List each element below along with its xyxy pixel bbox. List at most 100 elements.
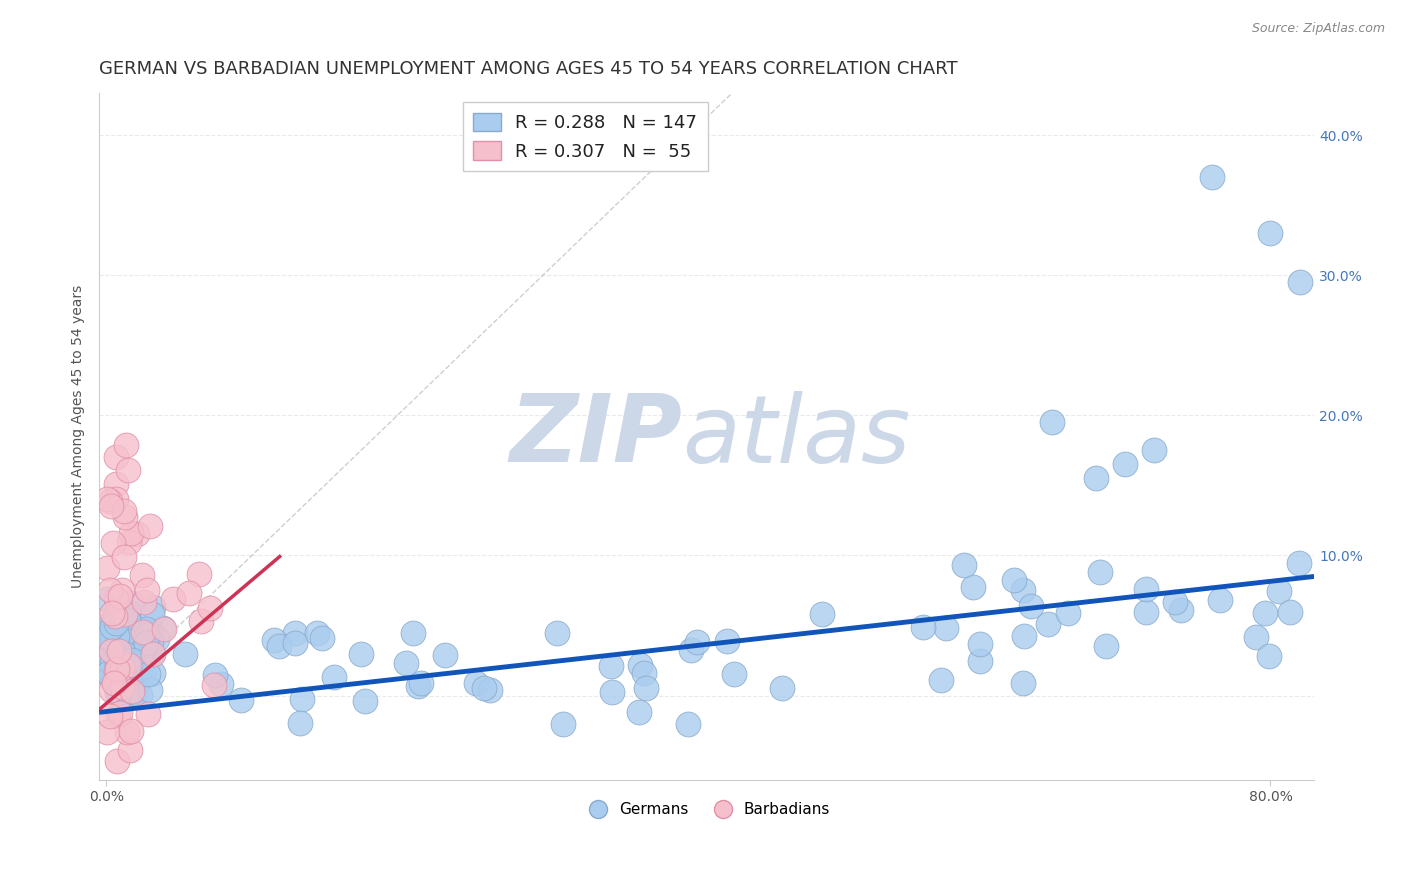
- Point: [121, 683, 143, 698]
- Point: [267, 639, 290, 653]
- Point: [633, 666, 655, 681]
- Point: [969, 637, 991, 651]
- Point: [104, 615, 127, 630]
- Point: [628, 705, 651, 719]
- Point: [132, 595, 155, 609]
- Point: [354, 694, 377, 708]
- Point: [311, 631, 333, 645]
- Point: [1209, 593, 1232, 607]
- Point: [1057, 606, 1080, 620]
- Point: [117, 653, 139, 667]
- Point: [127, 657, 149, 671]
- Point: [305, 626, 328, 640]
- Point: [101, 606, 124, 620]
- Point: [142, 647, 165, 661]
- Point: [96, 725, 118, 739]
- Point: [350, 647, 373, 661]
- Point: [100, 638, 122, 652]
- Point: [131, 649, 153, 664]
- Point: [108, 686, 131, 700]
- Point: [129, 663, 152, 677]
- Point: [1012, 676, 1035, 690]
- Point: [1011, 582, 1033, 597]
- Point: [929, 673, 952, 687]
- Point: [1254, 606, 1277, 620]
- Point: [105, 754, 128, 768]
- Point: [108, 644, 131, 658]
- Point: [108, 706, 131, 720]
- Point: [115, 623, 138, 637]
- Point: [101, 536, 124, 550]
- Point: [104, 662, 127, 676]
- Point: [679, 643, 702, 657]
- Point: [139, 624, 162, 638]
- Point: [100, 657, 122, 671]
- Point: [98, 708, 121, 723]
- Point: [1135, 605, 1157, 619]
- Legend: Germans, Barbadians: Germans, Barbadians: [576, 797, 837, 823]
- Point: [124, 644, 146, 658]
- Text: atlas: atlas: [682, 391, 911, 482]
- Point: [100, 644, 122, 658]
- Point: [118, 535, 141, 549]
- Point: [141, 647, 163, 661]
- Point: [114, 510, 136, 524]
- Point: [600, 658, 623, 673]
- Point: [478, 682, 501, 697]
- Point: [291, 692, 314, 706]
- Point: [101, 632, 124, 647]
- Point: [100, 682, 122, 697]
- Point: [811, 607, 834, 621]
- Point: [120, 743, 142, 757]
- Point: [107, 686, 129, 700]
- Point: [122, 657, 145, 671]
- Point: [117, 613, 139, 627]
- Point: [1288, 556, 1310, 570]
- Point: [202, 678, 225, 692]
- Point: [105, 629, 128, 643]
- Point: [122, 650, 145, 665]
- Point: [132, 641, 155, 656]
- Point: [131, 654, 153, 668]
- Point: [1019, 599, 1042, 613]
- Point: [114, 645, 136, 659]
- Point: [121, 685, 143, 699]
- Point: [97, 665, 120, 680]
- Point: [96, 561, 118, 575]
- Point: [600, 684, 623, 698]
- Point: [132, 626, 155, 640]
- Point: [1201, 170, 1223, 185]
- Point: [129, 654, 152, 668]
- Point: [1002, 573, 1025, 587]
- Point: [96, 591, 118, 606]
- Point: [1143, 443, 1166, 458]
- Point: [551, 716, 574, 731]
- Point: [105, 634, 128, 648]
- Point: [127, 527, 149, 541]
- Point: [1260, 226, 1282, 240]
- Point: [132, 624, 155, 639]
- Point: [135, 641, 157, 656]
- Point: [118, 677, 141, 691]
- Text: GERMAN VS BARBADIAN UNEMPLOYMENT AMONG AGES 45 TO 54 YEARS CORRELATION CHART: GERMAN VS BARBADIAN UNEMPLOYMENT AMONG A…: [100, 60, 957, 78]
- Point: [1095, 639, 1118, 653]
- Point: [100, 670, 122, 684]
- Point: [1267, 583, 1289, 598]
- Point: [630, 658, 652, 673]
- Point: [118, 633, 141, 648]
- Point: [105, 476, 128, 491]
- Point: [121, 596, 143, 610]
- Point: [135, 636, 157, 650]
- Point: [104, 660, 127, 674]
- Point: [136, 666, 159, 681]
- Point: [108, 589, 131, 603]
- Point: [142, 665, 165, 680]
- Point: [104, 608, 127, 623]
- Point: [1090, 565, 1112, 579]
- Point: [111, 582, 134, 597]
- Point: [1114, 458, 1136, 472]
- Point: [104, 664, 127, 678]
- Point: [135, 622, 157, 636]
- Point: [139, 518, 162, 533]
- Point: [141, 635, 163, 649]
